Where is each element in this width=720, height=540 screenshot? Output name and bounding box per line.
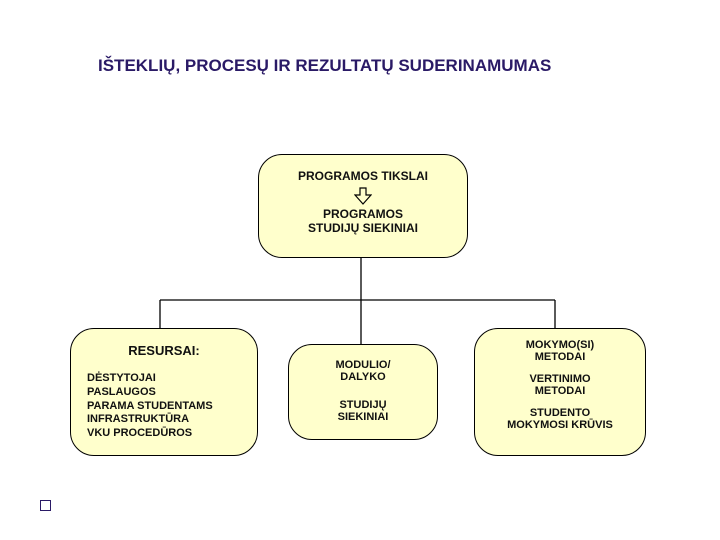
node-top: PROGRAMOS TIKSLAI PROGRAMOS STUDIJŲ SIEK… [258,154,468,258]
node-left-list: DĖSTYTOJAI PASLAUGOS PARAMA STUDENTAMS I… [87,372,241,441]
node-right-line: STUDENTO [491,407,629,419]
node-right: MOKYMO(SI) METODAI VERTINIMO METODAI STU… [474,328,646,456]
node-middle-line: SIEKINIAI [305,411,421,423]
node-left: RESURSAI: DĖSTYTOJAI PASLAUGOS PARAMA ST… [70,328,258,456]
list-item: VKU PROCEDŪROS [87,427,241,441]
node-middle-line: DALYKO [305,371,421,383]
node-left-heading: RESURSAI: [87,343,241,358]
spacer [491,363,629,373]
connector-lines [0,0,720,540]
list-item: PASLAUGOS [87,386,241,400]
page-title: IŠTEKLIŲ, PROCESŲ IR REZULTATŲ SUDERINAM… [98,56,551,76]
list-item: INFRASTRUKTŪRA [87,413,241,427]
node-top-heading: PROGRAMOS TIKSLAI [275,169,451,183]
node-middle-line: STUDIJŲ [305,399,421,411]
node-top-sub1: PROGRAMOS [275,207,451,221]
node-right-line: MOKYMOSI KRŪVIS [491,419,629,431]
arrow-down-icon [354,187,372,205]
list-item: DĖSTYTOJAI [87,372,241,386]
square-bullet-icon [40,500,51,511]
node-right-line: METODAI [491,351,629,363]
node-top-sub2: STUDIJŲ SIEKINIAI [275,221,451,235]
node-right-line: METODAI [491,385,629,397]
spacer [305,383,421,399]
list-item: PARAMA STUDENTAMS [87,400,241,414]
diagram-stage: IŠTEKLIŲ, PROCESŲ IR REZULTATŲ SUDERINAM… [0,0,720,540]
node-right-line: MOKYMO(SI) [491,339,629,351]
node-middle: MODULIO/ DALYKO STUDIJŲ SIEKINIAI [288,344,438,440]
spacer [491,397,629,407]
node-middle-line: MODULIO/ [305,359,421,371]
node-right-line: VERTINIMO [491,373,629,385]
